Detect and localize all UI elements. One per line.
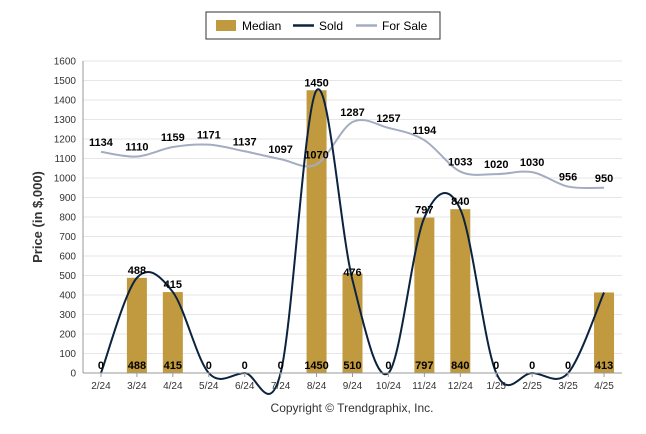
y-tick-label: 300 — [59, 310, 76, 321]
median-data-label: 488 — [128, 360, 146, 372]
forsale-data-label: 1097 — [268, 144, 292, 156]
data-labels: 1134 1110 1159 1171 1137 1097 1070 1287 1257 1194… — [89, 77, 613, 372]
legend-sold-label: Sold — [319, 19, 343, 33]
x-axis: 2/24 3/24 4/24 5/24 6/24 7/24 8/24 9/24 10/24 11/… — [83, 372, 622, 392]
zero-data-label: 0 — [385, 360, 391, 372]
y-axis-label: Price (in $,000) — [30, 171, 45, 263]
median-bar — [342, 273, 363, 373]
median-bar — [306, 90, 327, 373]
x-tick-label: 8/24 — [307, 381, 327, 392]
zero-data-label: 0 — [529, 360, 535, 372]
sold-data-label: 476 — [343, 267, 361, 279]
median-data-label: 413 — [595, 360, 613, 372]
y-tick-label: 1000 — [54, 174, 77, 185]
forsale-data-label: 1257 — [376, 113, 400, 125]
x-tick-label: 2/25 — [522, 381, 542, 392]
legend-median-label: Median — [242, 19, 281, 33]
y-tick-label: 900 — [59, 193, 76, 204]
median-data-label: 510 — [343, 360, 361, 372]
y-tick-label: 1100 — [54, 154, 76, 165]
legend-box — [205, 11, 441, 40]
y-tick-label: 1600 — [54, 57, 77, 68]
median-bar — [594, 292, 615, 373]
forsale-line — [100, 118, 605, 190]
y-tick-label: 1400 — [54, 96, 77, 107]
forsale-data-label: 1194 — [412, 125, 437, 137]
x-tick-label: 5/24 — [199, 381, 219, 392]
median-bars — [126, 90, 615, 373]
forsale-data-label: 1287 — [340, 107, 364, 119]
sold-data-label: 488 — [128, 265, 146, 277]
x-tick-label: 10/24 — [376, 381, 401, 392]
forsale-data-label: 1171 — [197, 130, 221, 142]
x-tick-label: 4/24 — [163, 381, 183, 392]
x-tick-label: 3/25 — [558, 381, 578, 392]
forsale-data-label: 956 — [559, 172, 577, 184]
forsale-data-label: 1020 — [484, 159, 508, 171]
median-bar — [162, 292, 183, 373]
y-axis: 0 100 200 300 400 500 600 700 800 900 1000 1100 1200… — [54, 57, 84, 380]
median-data-label: 415 — [164, 360, 182, 372]
y-tick-label: 1200 — [54, 135, 77, 146]
x-tick-label: 11/24 — [412, 381, 437, 392]
legend: Median Sold For Sale — [205, 11, 441, 40]
x-tick-label: 12/24 — [448, 381, 473, 392]
forsale-data-label: 1110 — [125, 142, 148, 154]
zero-data-label: 0 — [242, 360, 248, 372]
median-bar — [126, 277, 147, 373]
y-tick-label: 200 — [59, 330, 76, 341]
forsale-data-label: 1134 — [89, 137, 114, 149]
y-tick-label: 100 — [59, 349, 76, 360]
x-tick-label: 6/24 — [235, 381, 255, 392]
y-tick-label: 500 — [59, 271, 76, 282]
median-bar — [450, 209, 471, 373]
forsale-data-label: 1070 — [304, 149, 328, 161]
y-tick-label: 700 — [59, 232, 76, 243]
copyright-text: Copyright © Trendgraphix, Inc. — [271, 401, 434, 415]
sold-data-label: 840 — [451, 196, 469, 208]
grid — [83, 60, 622, 374]
series-lines — [100, 88, 605, 395]
sold-data-label: 1450 — [304, 77, 328, 89]
forsale-data-label: 1159 — [161, 132, 185, 144]
forsale-data-label: 1033 — [448, 157, 472, 169]
median-bar — [414, 217, 435, 373]
median-data-label: 840 — [451, 360, 469, 372]
zero-data-label: 0 — [278, 360, 284, 372]
y-tick-label: 1500 — [54, 76, 77, 87]
y-tick-label: 800 — [59, 213, 76, 224]
y-tick-label: 400 — [59, 291, 76, 302]
x-tick-label: 7/24 — [271, 381, 291, 392]
legend-forsale-label: For Sale — [382, 19, 428, 33]
y-tick-label: 1300 — [54, 115, 77, 126]
y-tick-label: 600 — [59, 252, 76, 263]
x-tick-label: 1/25 — [486, 381, 506, 392]
x-tick-label: 4/25 — [594, 381, 614, 392]
x-tick-label: 9/24 — [343, 381, 363, 392]
zero-data-label: 0 — [206, 360, 212, 372]
zero-data-label: 0 — [565, 360, 571, 372]
x-tick-label: 2/24 — [91, 381, 111, 392]
forsale-data-label: 1030 — [520, 157, 544, 169]
median-data-label: 797 — [415, 360, 433, 372]
sold-data-label: 415 — [164, 279, 182, 291]
forsale-data-label: 950 — [595, 173, 613, 185]
sold-data-label: 797 — [415, 205, 433, 217]
zero-data-label: 0 — [98, 360, 104, 372]
legend-median-swatch — [216, 20, 236, 31]
zero-data-label: 0 — [493, 360, 499, 372]
x-tick-label: 3/24 — [127, 381, 147, 392]
forsale-data-label: 1137 — [233, 136, 257, 148]
y-tick-label: 0 — [70, 369, 76, 380]
sold-line — [100, 88, 605, 395]
median-data-label: 1450 — [304, 360, 328, 372]
